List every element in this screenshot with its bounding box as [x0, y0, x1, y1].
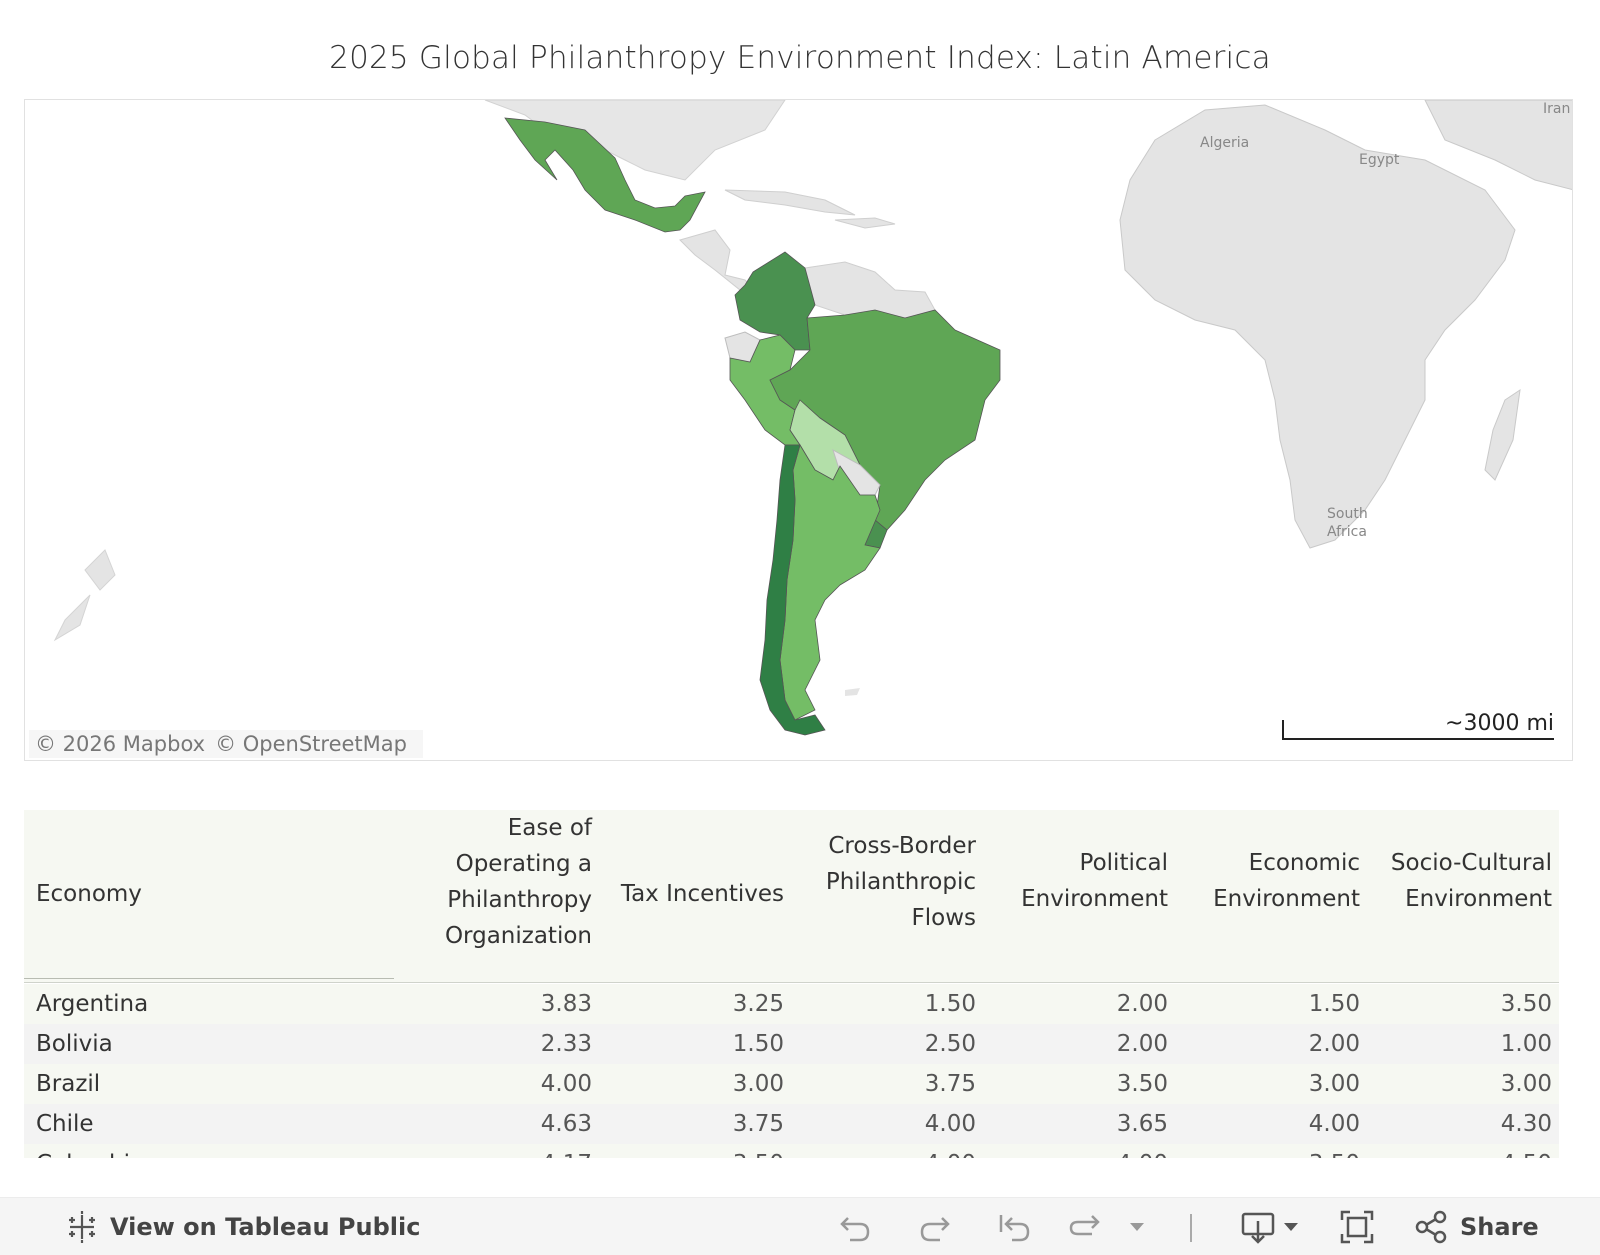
score-cell: 3.75: [924, 1071, 976, 1097]
region-mexico[interactable]: [504, 117, 706, 233]
score-cell: 3.75: [732, 1111, 784, 1137]
tableau-logo-icon: [69, 1210, 95, 1243]
score-cell: 4.17: [404, 1144, 592, 1158]
middle-east-land: [1424, 100, 1572, 191]
tableau-toolbar: View on Tableau Public: [0, 1197, 1600, 1255]
score-cell: 3.83: [540, 991, 592, 1017]
score-cell: 3.00: [1500, 1071, 1552, 1097]
economy-cell: Argentina: [36, 991, 149, 1017]
basemap-label-iran: Iran: [1543, 101, 1571, 117]
refresh-button[interactable]: [1068, 1198, 1102, 1255]
africa-land: [1119, 104, 1516, 549]
economy-cell: Brazil: [36, 1071, 101, 1097]
undo-icon: [840, 1216, 870, 1241]
basemap-label-egypt: Egypt: [1359, 152, 1400, 168]
score-cell: 1.50: [924, 991, 976, 1017]
score-cell: 3.00: [732, 1071, 784, 1097]
revert-button[interactable]: [998, 1198, 1032, 1255]
score-cell: 3.50: [1116, 1071, 1168, 1097]
new-zealand-land: [53, 549, 116, 642]
venezuela-land: [804, 261, 936, 319]
header-divider: [24, 978, 394, 979]
caribbean-islands-2: [834, 217, 896, 229]
score-cell: 1.50: [732, 1031, 784, 1057]
column-header-tax-incentives[interactable]: Tax Incentives: [620, 881, 784, 907]
refresh-icon: [1069, 1214, 1100, 1235]
revert-icon: [999, 1214, 1030, 1241]
score-cell: 3.50: [1188, 1144, 1360, 1158]
basemap-label-algeria: Algeria: [1200, 135, 1250, 151]
score-cell: 4.50: [1370, 1144, 1552, 1158]
score-cell: 4.63: [540, 1111, 592, 1137]
score-cell: 3.25: [732, 991, 784, 1017]
map-scale-label: ~3000 mi: [1445, 711, 1554, 736]
fullscreen-button[interactable]: [1340, 1198, 1374, 1255]
map-attribution[interactable]: © 2026 Mapbox © OpenStreetMap: [29, 730, 423, 758]
pause-dropdown-button[interactable]: [1128, 1198, 1146, 1255]
score-cell: 3.50: [1500, 991, 1552, 1017]
column-header-economy[interactable]: Economy: [36, 881, 142, 907]
score-cell: 1.50: [1308, 991, 1360, 1017]
dashboard-title: 2025 Global Philanthropy Environment Ind…: [329, 40, 1271, 76]
column-header-economic-environment[interactable]: Economic Environment: [1213, 850, 1360, 912]
table-row[interactable]: Chile 4.63 3.75 4.00 3.65 4.00 4.30: [24, 1104, 1559, 1144]
score-cell: 2.00: [1116, 991, 1168, 1017]
download-icon: [1241, 1212, 1298, 1244]
table-row[interactable]: Argentina 3.83 3.25 1.50 2.00 1.50 3.50: [24, 984, 1559, 1024]
view-on-tableau-public-label: View on Tableau Public: [110, 1212, 421, 1241]
share-button[interactable]: Share: [1414, 1198, 1539, 1255]
view-on-tableau-public-link[interactable]: View on Tableau Public: [64, 1198, 420, 1255]
score-cell: 4.00: [1308, 1111, 1360, 1137]
score-cell: 2.50: [924, 1031, 976, 1057]
score-cell: 4.00: [804, 1144, 976, 1158]
economy-cell: Chile: [36, 1111, 94, 1137]
openstreetmap-attribution-link[interactable]: © OpenStreetMap: [215, 732, 407, 756]
score-cell: 4.30: [1500, 1111, 1552, 1137]
score-cell: 1.00: [1500, 1031, 1552, 1057]
score-cell: 2.33: [540, 1031, 592, 1057]
score-cell: 3.50: [604, 1144, 784, 1158]
mapbox-attribution-link[interactable]: © 2026 Mapbox: [35, 732, 206, 756]
share-label: Share: [1460, 1212, 1539, 1241]
undo-button[interactable]: [838, 1198, 872, 1255]
column-header-political-environment[interactable]: Political Environment: [1021, 850, 1168, 912]
score-cell: 4.00: [924, 1111, 976, 1137]
column-header-socio-cultural-environment[interactable]: Socio-Cultural Environment: [1390, 850, 1552, 912]
redo-button[interactable]: [918, 1198, 952, 1255]
column-header-ease-of-operating[interactable]: Ease of Operating a Philanthropy Organiz…: [444, 815, 592, 949]
table-row[interactable]: Colombia 4.17 3.50 4.00 4.00 3.50 4.50: [24, 1144, 1559, 1158]
fullscreen-icon: [1340, 1210, 1374, 1243]
table-row[interactable]: Bolivia 2.33 1.50 2.50 2.00 2.00 1.00: [24, 1024, 1559, 1064]
score-cell: 4.00: [996, 1144, 1168, 1158]
map-canvas[interactable]: [25, 100, 1573, 761]
map-scale-bar: ~3000 mi: [1282, 711, 1554, 740]
madagascar-land: [1484, 388, 1521, 481]
falkland-islands: [845, 688, 860, 696]
economy-cell: Bolivia: [36, 1031, 113, 1057]
caribbean-islands: [724, 189, 856, 216]
download-button[interactable]: [1240, 1198, 1304, 1255]
share-icon: [1415, 1210, 1447, 1243]
score-cell: 2.00: [1308, 1031, 1360, 1057]
economy-cell: Colombia: [36, 1144, 144, 1158]
toolbar-divider: [1190, 1214, 1192, 1242]
score-cell: 3.00: [1308, 1071, 1360, 1097]
table-header: Economy Ease of Operating a Philanthropy…: [24, 810, 1559, 983]
redo-icon: [920, 1216, 950, 1241]
choropleth-map[interactable]: Algeria Egypt Iran South Africa © 2026 M…: [24, 99, 1573, 761]
data-table[interactable]: Economy Ease of Operating a Philanthropy…: [24, 810, 1559, 1158]
basemap-label-south-africa: South Africa: [1327, 506, 1368, 540]
pause-dropdown-icon: [1130, 1222, 1144, 1231]
column-header-cross-border-flows[interactable]: Cross-Border Philanthropic Flows: [825, 833, 976, 931]
region-chile[interactable]: [759, 444, 826, 736]
score-cell: 2.00: [1116, 1031, 1168, 1057]
score-cell: 3.65: [1116, 1111, 1168, 1137]
table-row[interactable]: Brazil 4.00 3.00 3.75 3.50 3.00 3.00: [24, 1064, 1559, 1104]
score-cell: 4.00: [540, 1071, 592, 1097]
